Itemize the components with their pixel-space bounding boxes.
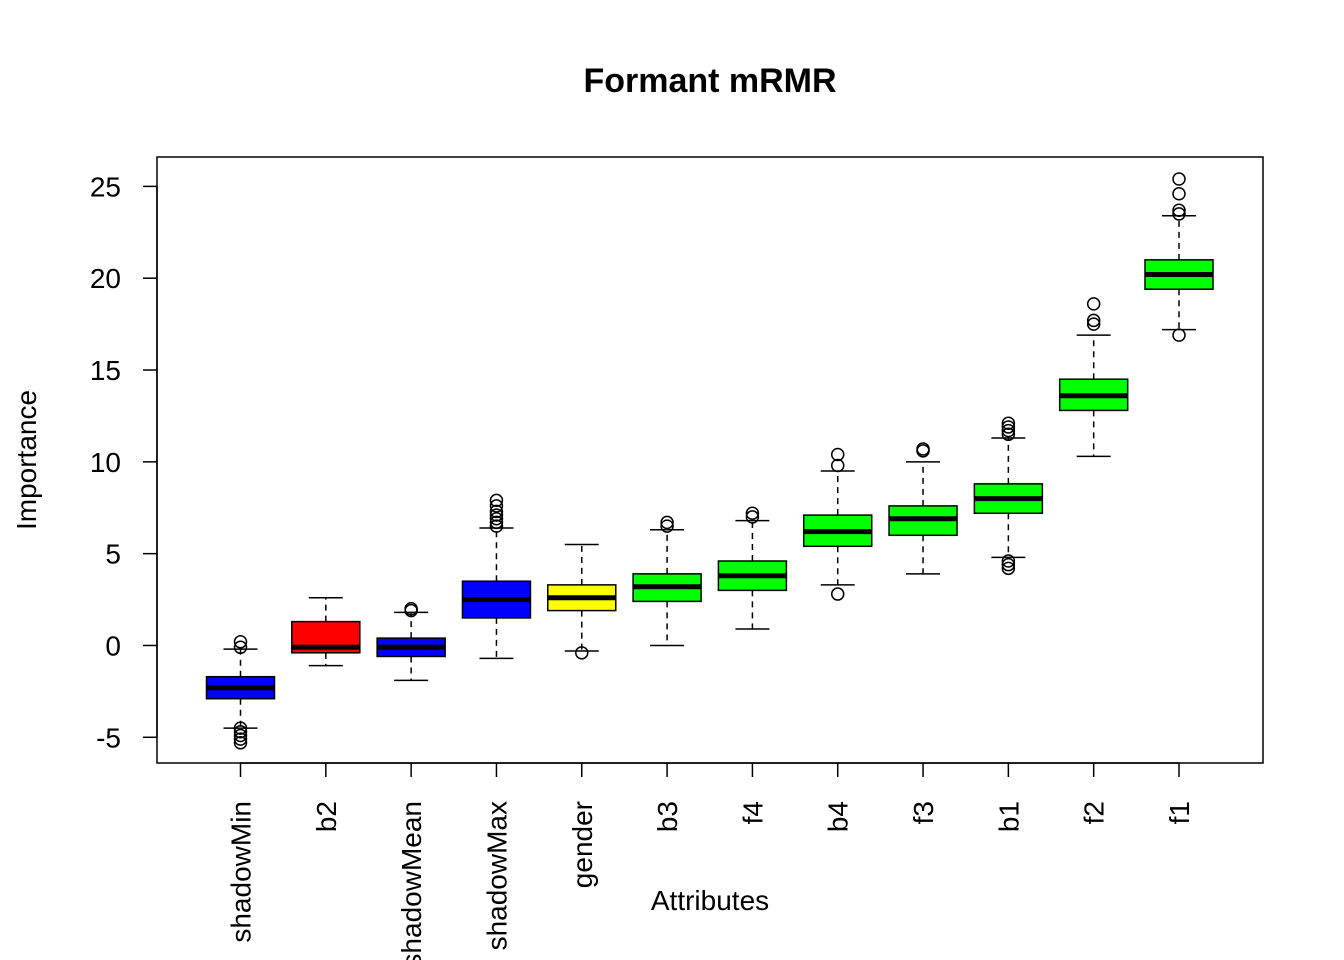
x-tick-label: f3: [908, 801, 939, 824]
outlier-point: [660, 519, 674, 533]
outlier-point: [1172, 328, 1186, 342]
outlier-point: [1001, 427, 1016, 442]
y-tick-label: 5: [105, 539, 121, 570]
outlier-point: [745, 510, 760, 524]
y-tick-label: 25: [90, 171, 121, 202]
outlier-point: [830, 587, 845, 601]
box-b1: [973, 416, 1044, 576]
y-axis: -5 0 5 10 15 20 25: [90, 171, 158, 753]
y-axis-label: Importance: [11, 390, 42, 530]
y-tick-label: -5: [96, 722, 121, 753]
outlier-point: [1001, 416, 1016, 431]
box-gender: [547, 543, 617, 660]
outlier-point: [1001, 554, 1016, 568]
x-tick-label: b1: [993, 801, 1024, 832]
outlier-point: [489, 493, 504, 508]
outlier-point: [233, 635, 248, 649]
outlier-point: [1001, 561, 1016, 576]
x-tick-label: f2: [1079, 801, 1110, 824]
x-tick-label: shadowMean: [396, 801, 427, 960]
outlier-point: [1001, 423, 1016, 438]
outlier-point: [1172, 207, 1186, 221]
x-tick-label: shadowMax: [481, 801, 512, 950]
outlier-point: [489, 519, 504, 533]
box-series: [205, 172, 1214, 750]
box-f4: [717, 506, 788, 630]
outlier-point: [830, 447, 845, 462]
x-tick-label: b4: [823, 801, 854, 832]
outlier-point: [1001, 557, 1016, 572]
outlier-point: [830, 458, 845, 473]
box-f3: [888, 442, 958, 575]
outlier-point: [233, 725, 248, 739]
x-tick-label: f1: [1164, 801, 1195, 824]
box-f2: [1058, 297, 1129, 458]
outlier-point: [1086, 313, 1101, 328]
chart-title: Formant mRMR: [583, 62, 836, 100]
box-b2: [291, 596, 361, 667]
outlier-point: [233, 728, 248, 743]
y-tick-label: 10: [90, 447, 121, 478]
outlier-point: [1172, 172, 1186, 186]
outlier-point: [489, 504, 504, 519]
outlier-point: [1172, 186, 1186, 201]
box-shadowMean: [376, 601, 446, 682]
outlier-point: [489, 499, 504, 513]
outlier-point: [1172, 203, 1186, 218]
x-tick-label: b3: [652, 801, 683, 832]
outlier-point: [489, 515, 504, 530]
y-tick-label: 0: [105, 630, 121, 661]
outlier-point: [233, 721, 248, 735]
box-b4: [802, 447, 873, 601]
outlier-point: [233, 736, 248, 750]
plot-frame: [156, 156, 1264, 764]
outlier-point: [404, 603, 418, 618]
outlier-point: [1086, 317, 1101, 331]
x-tick-label: shadowMin: [226, 801, 257, 943]
box-shadowMax: [461, 493, 532, 660]
x-tick-label: f4: [737, 801, 768, 824]
outlier-point: [916, 442, 930, 456]
outlier-point: [489, 512, 504, 526]
y-tick-label: 20: [90, 263, 121, 294]
outlier-point: [575, 646, 589, 660]
outlier-point: [489, 508, 504, 522]
x-axis: shadowMin b2 shadowMean shadowMax gender b3 f4…: [226, 762, 1195, 960]
box-shadowMin: [205, 635, 276, 750]
x-tick-label: gender: [567, 801, 598, 888]
outlier-point: [745, 506, 760, 521]
y-tick-label: 15: [90, 355, 121, 386]
outlier-point: [233, 640, 248, 655]
x-axis-label: Attributes: [651, 885, 769, 916]
outlier-point: [1086, 297, 1101, 311]
x-tick-label: b2: [311, 801, 342, 832]
box-b3: [632, 515, 702, 647]
outlier-point: [233, 732, 248, 746]
outlier-point: [1001, 420, 1016, 434]
outlier-point: [660, 515, 674, 530]
box-f1: [1144, 172, 1214, 342]
